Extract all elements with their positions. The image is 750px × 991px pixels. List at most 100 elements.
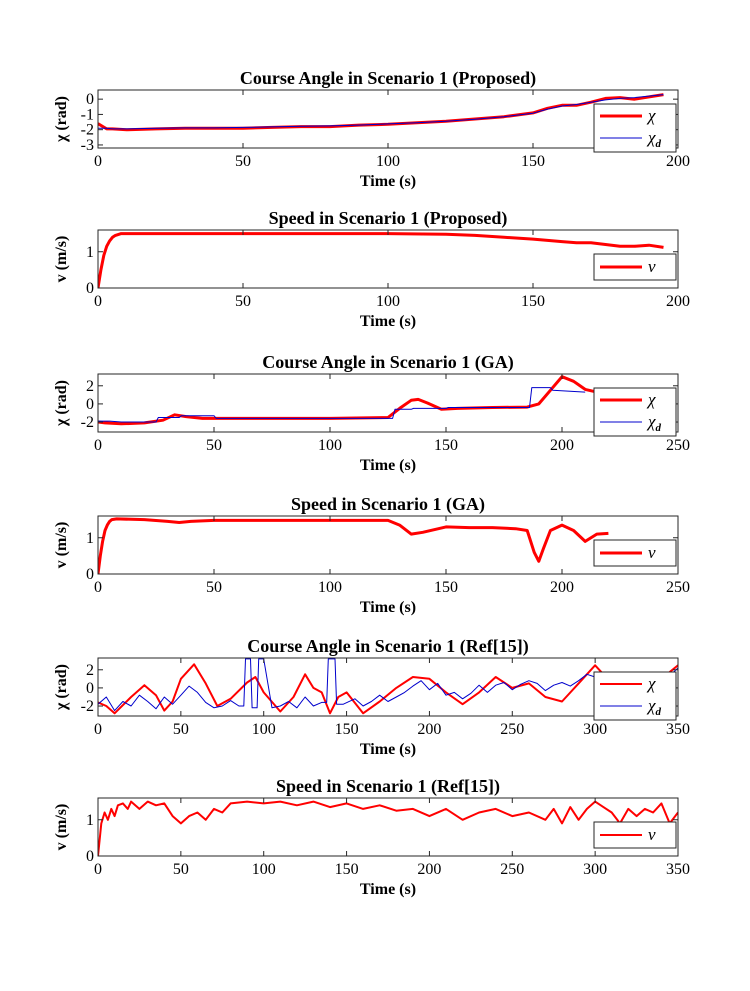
y-tick-label: 1: [86, 812, 94, 829]
axes-frame: [97, 797, 679, 857]
y-tick-label: -2: [81, 698, 94, 715]
y-tick-label: 1: [86, 530, 94, 547]
y-tick-label: 0: [86, 848, 94, 865]
legend-label-subscript: d: [655, 422, 661, 434]
x-tick-label: 200: [417, 861, 441, 878]
legend-label: χ: [646, 674, 656, 693]
x-tick-label: 100: [318, 437, 342, 454]
y-tick-label: -1: [81, 106, 94, 123]
chart-6: Speed in Scenario 1 (Ref[15]) 0 50 100 150 20…: [53, 776, 690, 898]
legend-label-main: χ: [646, 128, 656, 147]
series-line-1: [98, 375, 609, 426]
x-tick-label: 150: [335, 721, 359, 738]
series-line-1: [98, 663, 678, 715]
y-tick-label: 0: [86, 396, 94, 413]
x-tick-label: 150: [434, 579, 458, 596]
legend-box: [593, 103, 677, 153]
legend-label: v: [648, 543, 656, 562]
x-tick-label: 0: [94, 293, 102, 310]
chart-4: Speed in Scenario 1 (GA) 0 50 100 150 200 250 0…: [53, 494, 690, 616]
y-tick-label: -3: [81, 137, 94, 154]
x-tick-label: 100: [318, 579, 342, 596]
y-tick-label: 2: [86, 378, 94, 395]
legend-label-main: v: [648, 825, 656, 844]
x-axis-label: Time (s): [360, 313, 416, 330]
legend-label-main: χ: [646, 696, 656, 715]
x-tick-label: 0: [94, 579, 102, 596]
x-tick-label: 300: [583, 721, 607, 738]
x-tick-label: 250: [666, 437, 690, 454]
x-axis-label: Time (s): [360, 881, 416, 898]
axes-frame: [97, 657, 679, 717]
x-tick-label: 0: [94, 437, 102, 454]
x-tick-label: 250: [500, 861, 524, 878]
legend: χχd: [593, 671, 677, 721]
x-tick-label: 50: [173, 861, 189, 878]
x-tick-label: 100: [376, 153, 400, 170]
y-axis-label: χ (rad): [53, 96, 70, 143]
legend-label-main: v: [648, 257, 656, 276]
x-tick-label: 200: [666, 293, 690, 310]
chart-title: Course Angle in Scenario 1 (Ref[15]): [247, 636, 528, 657]
y-tick-label: -2: [81, 122, 94, 139]
y-tick-label: 0: [86, 280, 94, 297]
x-tick-label: 350: [666, 861, 690, 878]
x-tick-label: 50: [235, 293, 251, 310]
x-tick-label: 200: [666, 153, 690, 170]
legend-label-main: χ: [646, 674, 656, 693]
axes-frame: [97, 515, 679, 575]
y-axis-label: v (m/s): [53, 236, 70, 283]
legend-label: v: [648, 825, 656, 844]
x-tick-label: 250: [500, 721, 524, 738]
legend-label-main: χ: [646, 106, 656, 125]
legend: v: [593, 539, 677, 567]
x-tick-label: 0: [94, 861, 102, 878]
y-tick-label: 1: [86, 244, 94, 261]
x-tick-label: 150: [521, 153, 545, 170]
y-axis-label: χ (rad): [53, 664, 70, 711]
legend-box: [593, 671, 677, 721]
x-tick-label: 50: [206, 437, 222, 454]
x-tick-label: 100: [252, 721, 276, 738]
legend-label-subscript: d: [655, 138, 661, 150]
legend-label-subscript: d: [655, 706, 661, 718]
x-tick-label: 50: [206, 579, 222, 596]
axes-frame: [97, 373, 679, 433]
x-tick-label: 50: [173, 721, 189, 738]
series-line-1: [98, 232, 664, 288]
chart-title: Speed in Scenario 1 (Ref[15]): [276, 776, 500, 797]
y-axis-label: v (m/s): [53, 804, 70, 851]
legend-label: χd: [646, 128, 661, 150]
legend: v: [593, 821, 677, 849]
legend-label-main: v: [648, 543, 656, 562]
y-axis-label: χ (rad): [53, 380, 70, 427]
x-tick-label: 150: [434, 437, 458, 454]
legend-label-main: χ: [646, 412, 656, 431]
x-tick-label: 250: [666, 579, 690, 596]
y-tick-label: 0: [86, 91, 94, 108]
x-tick-label: 350: [666, 721, 690, 738]
series-line-1: [98, 800, 678, 856]
x-tick-label: 200: [550, 579, 574, 596]
x-tick-label: 200: [417, 721, 441, 738]
x-tick-label: 200: [550, 437, 574, 454]
axes-frame: [97, 89, 679, 149]
legend-label: χd: [646, 412, 661, 434]
y-tick-label: -2: [81, 414, 94, 431]
y-tick-label: 0: [86, 680, 94, 697]
y-axis-label: v (m/s): [53, 522, 70, 569]
x-tick-label: 150: [335, 861, 359, 878]
x-tick-label: 300: [583, 861, 607, 878]
y-tick-label: 2: [86, 662, 94, 679]
legend-label: χ: [646, 106, 656, 125]
x-tick-label: 0: [94, 721, 102, 738]
chart-title: Course Angle in Scenario 1 (Proposed): [240, 68, 536, 89]
chart-5: Course Angle in Scenario 1 (Ref[15]) 0 50 1…: [53, 636, 690, 758]
legend-label-main: χ: [646, 390, 656, 409]
x-axis-label: Time (s): [360, 173, 416, 190]
legend-label: χd: [646, 696, 661, 718]
series-line-2: [98, 94, 664, 130]
x-axis-label: Time (s): [360, 741, 416, 758]
legend: χχd: [593, 103, 677, 153]
